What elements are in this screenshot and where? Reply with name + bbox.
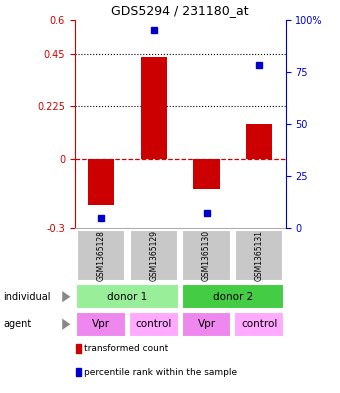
Bar [193, 158, 220, 189]
FancyBboxPatch shape [77, 230, 125, 281]
Text: individual: individual [3, 292, 51, 302]
Text: agent: agent [3, 319, 32, 329]
Text: percentile rank within the sample: percentile rank within the sample [84, 367, 237, 376]
Text: GSM1365128: GSM1365128 [97, 230, 106, 281]
Text: GSM1365131: GSM1365131 [255, 230, 264, 281]
FancyBboxPatch shape [182, 230, 231, 281]
Bar [88, 158, 114, 205]
FancyBboxPatch shape [76, 285, 178, 309]
Text: donor 1: donor 1 [107, 292, 148, 302]
Text: control: control [241, 319, 277, 329]
FancyBboxPatch shape [129, 312, 178, 336]
Text: GSM1365130: GSM1365130 [202, 230, 211, 281]
FancyBboxPatch shape [130, 230, 178, 281]
Text: control: control [136, 319, 172, 329]
FancyBboxPatch shape [182, 312, 231, 336]
FancyBboxPatch shape [235, 312, 284, 336]
FancyBboxPatch shape [235, 230, 284, 281]
Bar [246, 124, 272, 158]
Title: GDS5294 / 231180_at: GDS5294 / 231180_at [112, 4, 249, 17]
Bar [76, 344, 81, 353]
Text: transformed count: transformed count [84, 344, 169, 353]
Bar [141, 57, 167, 158]
FancyBboxPatch shape [76, 312, 126, 336]
Text: Vpr: Vpr [92, 319, 110, 329]
Bar [76, 367, 81, 376]
Text: Vpr: Vpr [198, 319, 216, 329]
Text: donor 2: donor 2 [213, 292, 253, 302]
Text: GSM1365129: GSM1365129 [149, 230, 158, 281]
FancyBboxPatch shape [182, 285, 284, 309]
